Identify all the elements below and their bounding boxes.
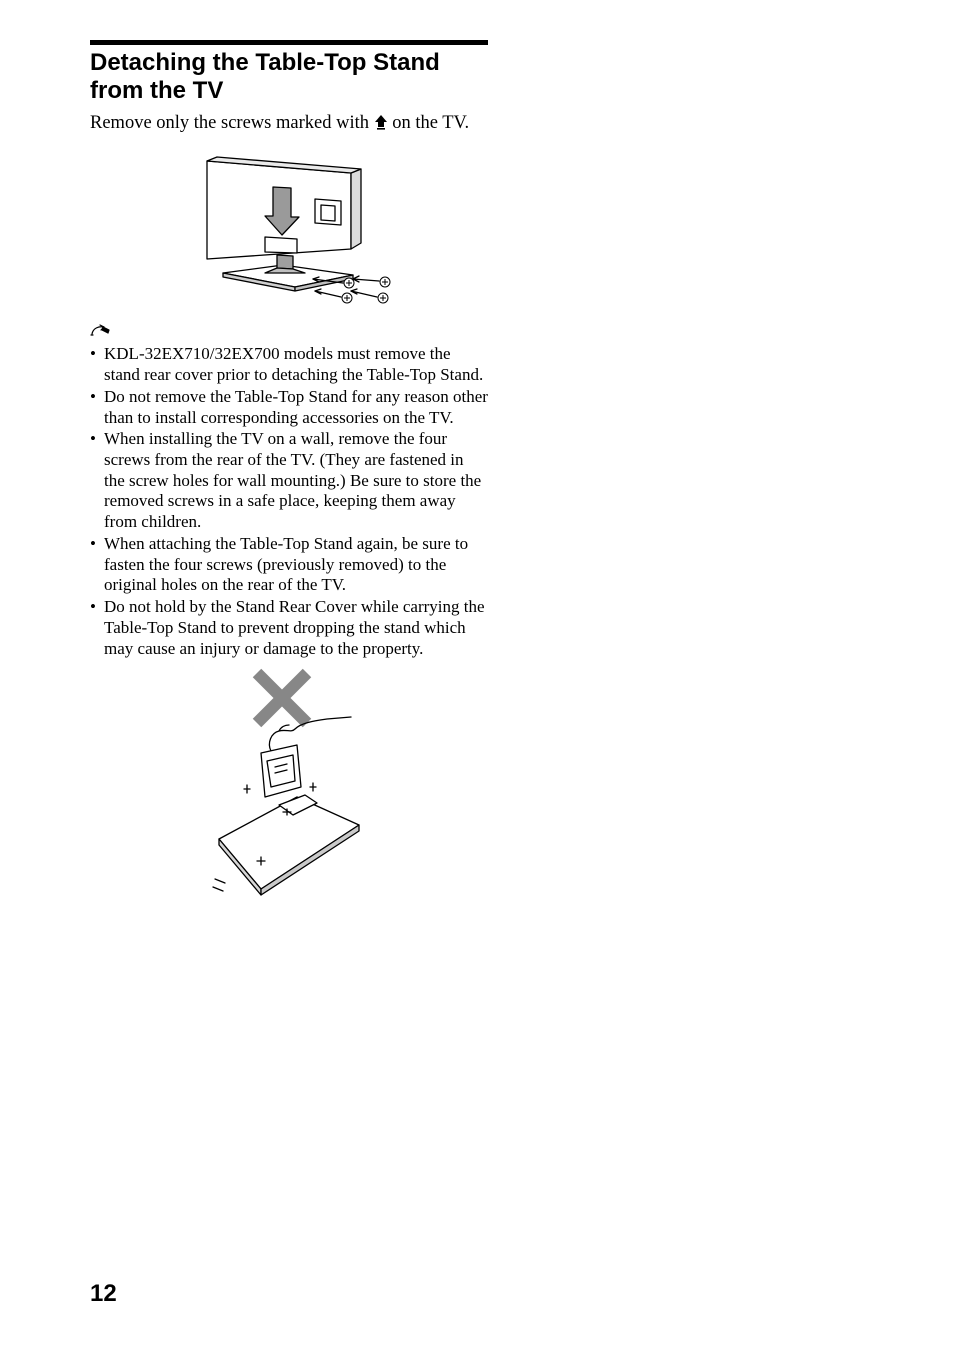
left-column: Detaching the Table-Top Stand from the T…	[90, 40, 488, 899]
page-number: 12	[90, 1280, 117, 1308]
heading-rule	[90, 40, 488, 45]
section-heading: Detaching the Table-Top Stand from the T…	[90, 49, 488, 104]
notes-list: KDL-32EX710/32EX700 models must remove t…	[90, 344, 488, 659]
figure-detach-stand	[90, 151, 488, 307]
list-item: When attaching the Table-Top Stand again…	[104, 534, 488, 596]
arrow-up-icon	[374, 114, 388, 137]
list-item: Do not remove the Table-Top Stand for an…	[104, 387, 488, 428]
list-item: Do not hold by the Stand Rear Cover whil…	[104, 597, 488, 659]
intro-paragraph: Remove only the screws marked with on th…	[90, 112, 488, 137]
intro-text-pre: Remove only the screws marked with	[90, 113, 374, 133]
figure-do-not-hold	[90, 667, 488, 899]
page: Detaching the Table-Top Stand from the T…	[0, 0, 954, 1356]
list-item: KDL-32EX710/32EX700 models must remove t…	[104, 344, 488, 385]
intro-text-post: on the TV.	[392, 113, 469, 133]
list-item: When installing the TV on a wall, remove…	[104, 429, 488, 533]
tv-stand-diagram-icon	[165, 151, 413, 307]
pencil-note-icon	[90, 323, 488, 342]
hand-stand-warning-icon	[201, 667, 377, 899]
